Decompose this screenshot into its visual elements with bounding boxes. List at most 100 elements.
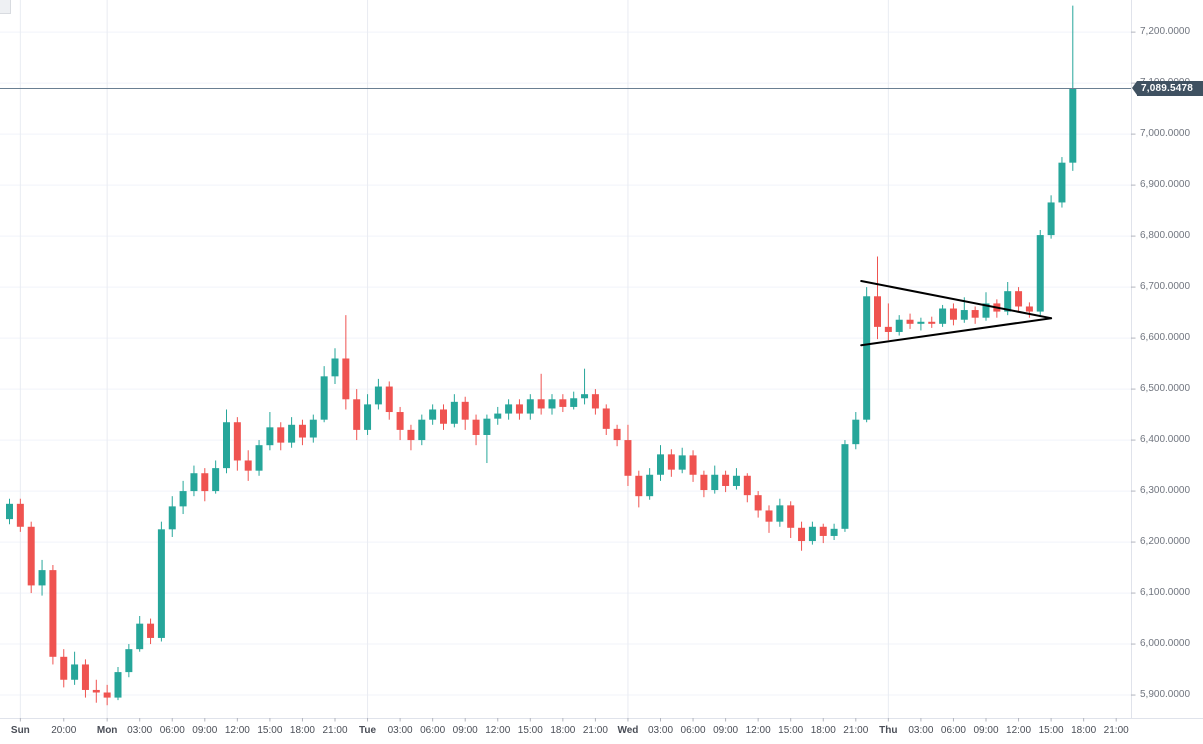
pennant-lower-trendline[interactable] xyxy=(860,317,1053,347)
candle xyxy=(16,498,24,532)
candle-body xyxy=(223,422,230,469)
time-tick-label-day: Wed xyxy=(617,725,639,736)
candle xyxy=(722,470,730,493)
candle xyxy=(6,498,13,525)
candle xyxy=(201,468,209,502)
time-tick-label: 12:00 xyxy=(224,725,250,736)
time-tick-label: 03:00 xyxy=(387,725,413,736)
candle xyxy=(1036,229,1044,316)
candle xyxy=(136,616,144,652)
price-tick-label: 6,100.0000 xyxy=(1140,587,1191,599)
candle-body xyxy=(971,310,979,318)
candle-body xyxy=(591,394,599,409)
price-tick-label: 6,200.0000 xyxy=(1140,536,1191,548)
candle-body xyxy=(147,623,155,638)
time-tick-label: 03:00 xyxy=(127,725,153,736)
candle xyxy=(27,521,35,594)
candle-body xyxy=(635,475,643,497)
candle-body xyxy=(364,404,372,430)
candle-body xyxy=(743,475,751,496)
candle-body xyxy=(494,413,502,419)
price-tick-label: 6,700.0000 xyxy=(1140,281,1191,293)
candle xyxy=(320,366,328,423)
time-tick-label: 09:00 xyxy=(713,725,739,736)
candle xyxy=(147,618,155,645)
time-tick-label: 20:00 xyxy=(51,725,77,736)
candle xyxy=(678,447,686,474)
time-tick-label: 21:00 xyxy=(582,725,608,736)
candle xyxy=(429,404,437,425)
candle xyxy=(71,651,79,685)
candle-body xyxy=(722,474,730,486)
candle-body xyxy=(136,623,144,650)
time-tick-label: 09:00 xyxy=(192,725,218,736)
candle xyxy=(830,523,838,541)
candle-body xyxy=(798,527,806,542)
price-axis[interactable]: 7,200.00007,100.00007,000.00006,900.0000… xyxy=(1131,0,1203,718)
candle-body xyxy=(787,505,795,528)
time-tick-label: 06:00 xyxy=(680,725,706,736)
candle xyxy=(949,303,957,326)
candle-body xyxy=(461,401,469,420)
candle xyxy=(635,470,643,508)
candle-body xyxy=(949,308,957,320)
collapsed-panel-tab[interactable] xyxy=(0,0,11,14)
time-tick-label: 18:00 xyxy=(1071,725,1097,736)
candle xyxy=(81,659,89,698)
candle-body xyxy=(895,319,903,332)
time-axis[interactable]: Sun 20:00 Mon 03:00 06:00 09:00 12:00 15:00 18:0… xyxy=(0,718,1203,744)
candle-body xyxy=(841,444,849,529)
candle xyxy=(537,373,545,415)
candle-body xyxy=(646,474,654,497)
time-tick-label: 09:00 xyxy=(973,725,999,736)
candle xyxy=(657,445,664,481)
candle-body xyxy=(1025,306,1033,312)
candle-body xyxy=(1058,162,1066,203)
pennant-upper-trendline[interactable] xyxy=(860,279,1053,320)
candle-body xyxy=(440,409,447,424)
candle-body xyxy=(450,401,458,424)
candle-body xyxy=(418,419,426,441)
candle xyxy=(852,412,860,450)
time-tick-label: 12:00 xyxy=(745,725,771,736)
price-tick-label: 6,900.0000 xyxy=(1140,179,1191,191)
candle-body xyxy=(157,529,165,638)
candle xyxy=(125,644,133,678)
price-tick-label: 7,200.0000 xyxy=(1140,26,1191,38)
candle-body xyxy=(1036,235,1044,312)
candle xyxy=(646,468,654,500)
candle-body xyxy=(233,422,241,461)
candle xyxy=(1047,195,1055,239)
candle xyxy=(515,399,523,420)
candle-body xyxy=(266,427,274,446)
candle xyxy=(884,303,892,341)
price-tick-label: 6,800.0000 xyxy=(1140,230,1191,242)
candle-body xyxy=(613,428,621,441)
candle xyxy=(548,394,556,415)
candle xyxy=(906,313,914,329)
candle-body xyxy=(765,510,773,522)
candle xyxy=(92,679,100,703)
candle-body xyxy=(559,399,567,407)
candle xyxy=(895,315,903,336)
candle xyxy=(103,684,111,706)
candle-body xyxy=(928,321,936,324)
candle xyxy=(255,440,263,476)
candle-body xyxy=(776,505,784,522)
candle xyxy=(364,394,372,435)
candle-body xyxy=(939,308,947,324)
candle-body xyxy=(92,689,100,693)
candle-body xyxy=(570,398,578,407)
candle xyxy=(1025,302,1033,318)
candle-body xyxy=(537,399,545,409)
candle xyxy=(49,565,57,665)
candle-body xyxy=(874,296,881,327)
candle xyxy=(223,409,230,474)
candle-body xyxy=(6,503,13,520)
candle-body xyxy=(353,399,361,430)
candle xyxy=(602,404,610,435)
candle xyxy=(407,424,415,451)
candle-body xyxy=(38,570,46,586)
